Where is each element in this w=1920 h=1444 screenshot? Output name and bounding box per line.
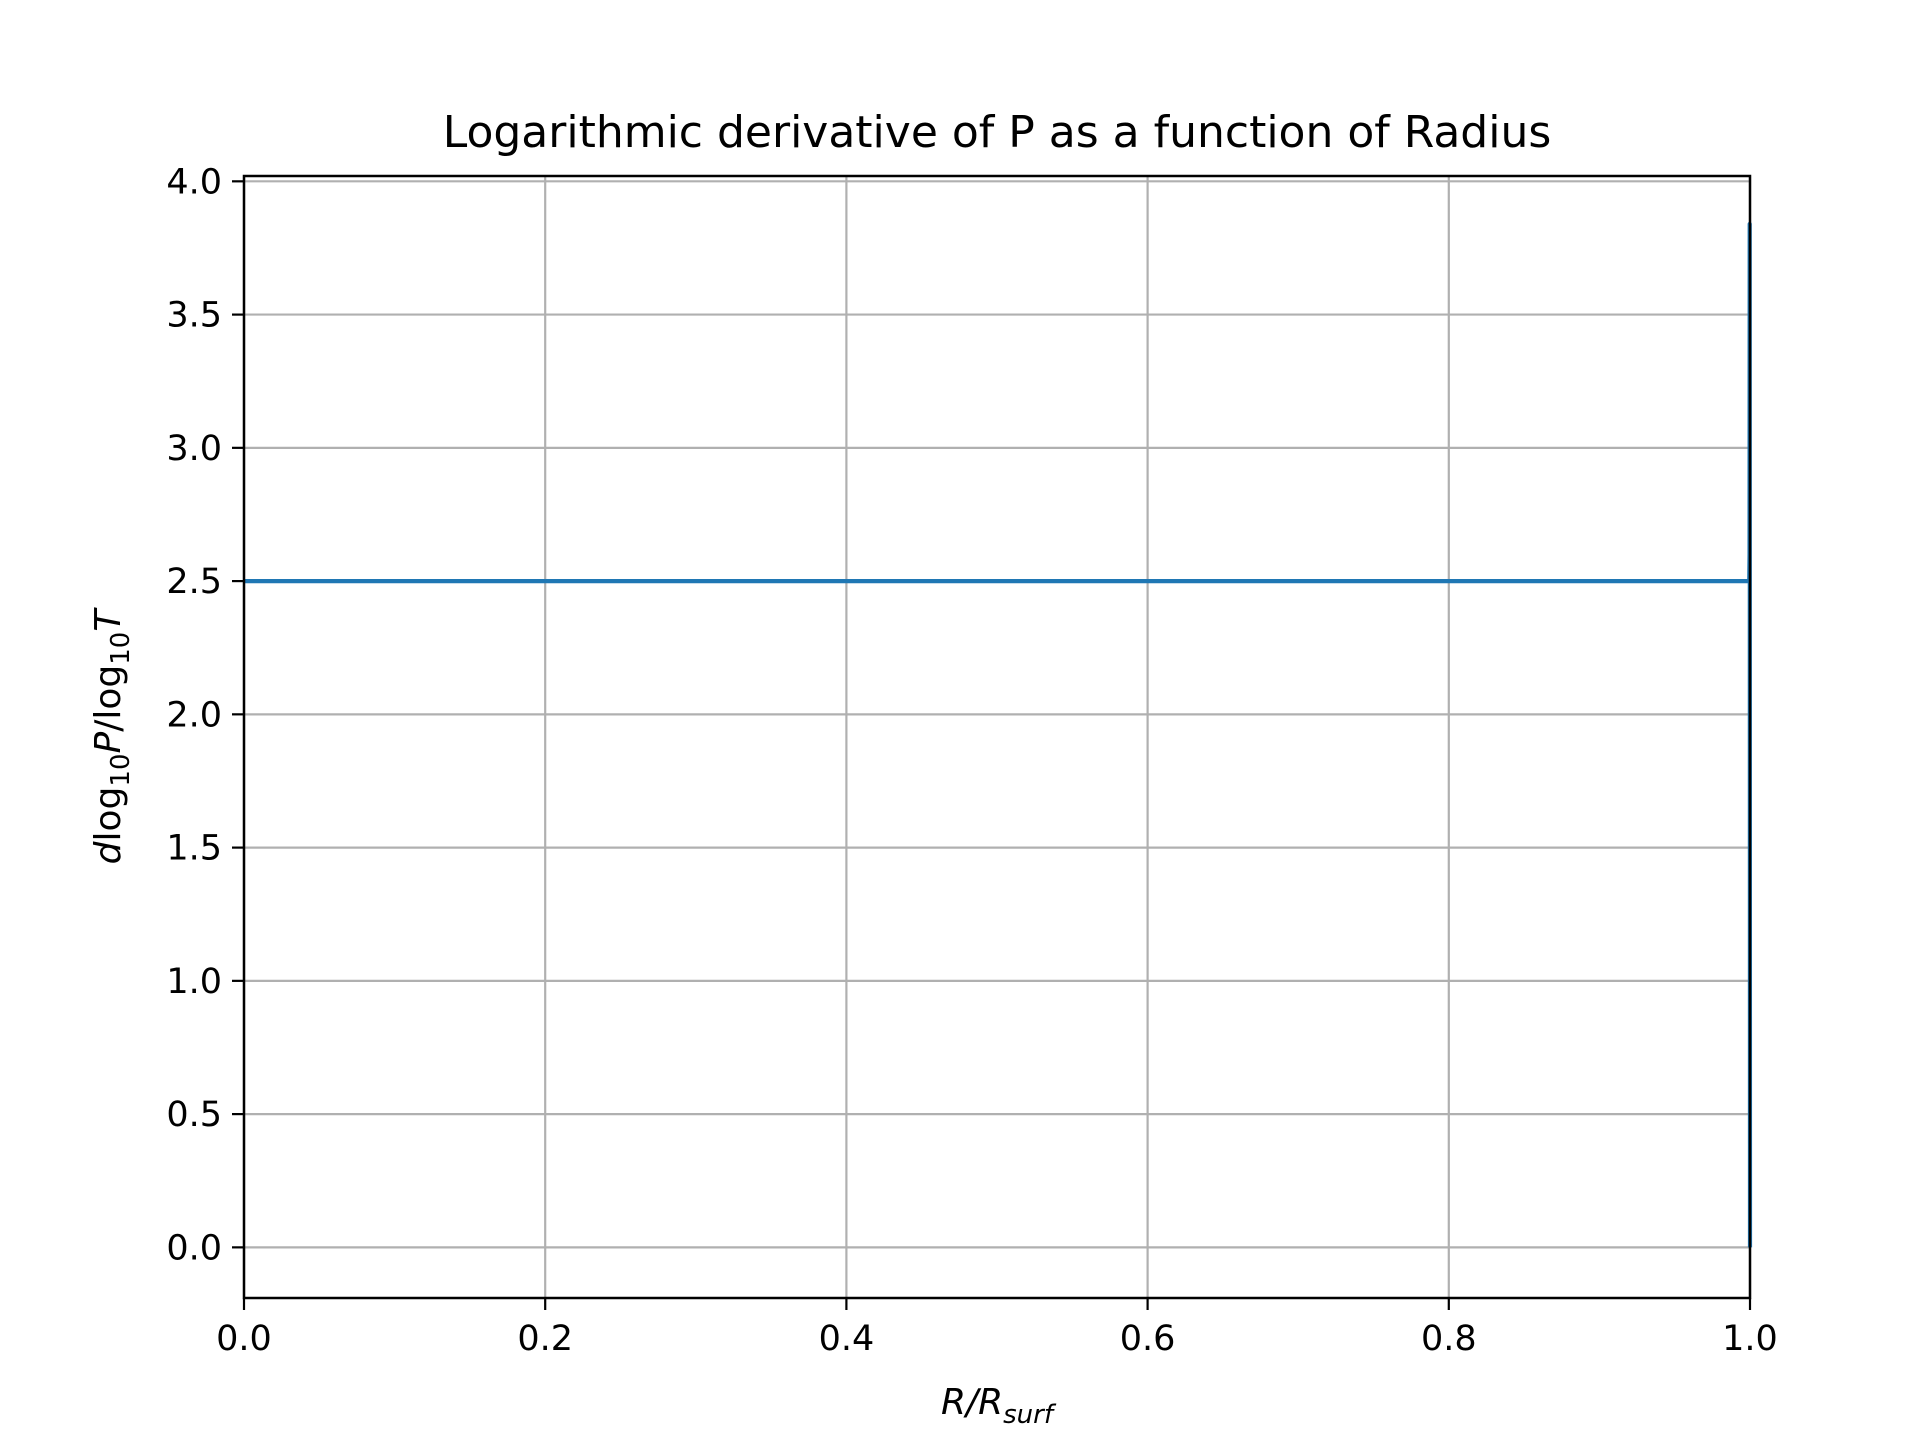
y-tick-label: 3.0: [166, 429, 222, 469]
x-tick-label: 0.2: [517, 1319, 573, 1359]
y-tick-label: 1.5: [166, 829, 222, 869]
y-tick-label: 2.5: [166, 562, 222, 602]
y-tick-label: 1.0: [166, 962, 222, 1002]
x-tick-label: 0.4: [819, 1319, 875, 1359]
x-tick-label: 0.0: [216, 1319, 272, 1359]
x-axis-label: R/Rsurf: [941, 1382, 1057, 1430]
y-tick-label: 3.5: [166, 296, 222, 336]
y-tick-label: 0.5: [166, 1095, 222, 1135]
x-tick-label: 0.6: [1120, 1319, 1176, 1359]
y-tick-label: 0.0: [166, 1228, 222, 1268]
x-tick-label: 1.0: [1722, 1319, 1778, 1359]
y-tick-label: 4.0: [166, 162, 222, 202]
chart-title: Logarithmic derivative of P as a functio…: [443, 107, 1552, 158]
tick-layer: 0.0 0.2 0.4 0.6 0.8 1.0 0.0 0.5 1.0 1.5 2.0 2.5 3.0 3…: [166, 162, 1778, 1359]
x-tick-label: 0.8: [1421, 1319, 1477, 1359]
y-axis-label: dlog10P/log10T: [88, 607, 136, 865]
plot-frame: [242, 174, 1752, 1300]
y-tick-label: 2.0: [166, 695, 222, 735]
